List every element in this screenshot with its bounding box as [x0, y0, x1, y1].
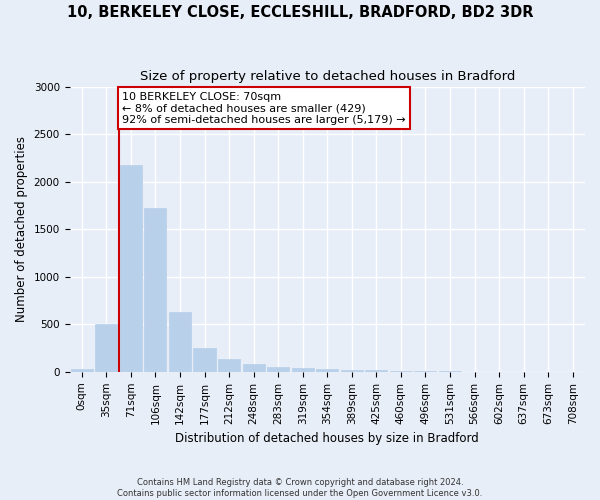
Bar [341, 370, 363, 372]
Title: Size of property relative to detached houses in Bradford: Size of property relative to detached ho… [140, 70, 515, 83]
Bar [218, 359, 240, 372]
Bar [316, 369, 338, 372]
Bar [169, 312, 191, 372]
Bar [95, 324, 118, 372]
Y-axis label: Number of detached properties: Number of detached properties [15, 136, 28, 322]
Bar [145, 208, 166, 372]
Text: 10 BERKELEY CLOSE: 70sqm
← 8% of detached houses are smaller (429)
92% of semi-d: 10 BERKELEY CLOSE: 70sqm ← 8% of detache… [122, 92, 406, 125]
Bar [71, 369, 93, 372]
Bar [292, 368, 314, 372]
Bar [415, 371, 436, 372]
Bar [242, 364, 265, 372]
Text: 10, BERKELEY CLOSE, ECCLESHILL, BRADFORD, BD2 3DR: 10, BERKELEY CLOSE, ECCLESHILL, BRADFORD… [67, 5, 533, 20]
Bar [267, 366, 289, 372]
Bar [120, 166, 142, 372]
Bar [193, 348, 215, 372]
X-axis label: Distribution of detached houses by size in Bradford: Distribution of detached houses by size … [175, 432, 479, 445]
Text: Contains HM Land Registry data © Crown copyright and database right 2024.
Contai: Contains HM Land Registry data © Crown c… [118, 478, 482, 498]
Bar [365, 370, 388, 372]
Bar [390, 371, 412, 372]
